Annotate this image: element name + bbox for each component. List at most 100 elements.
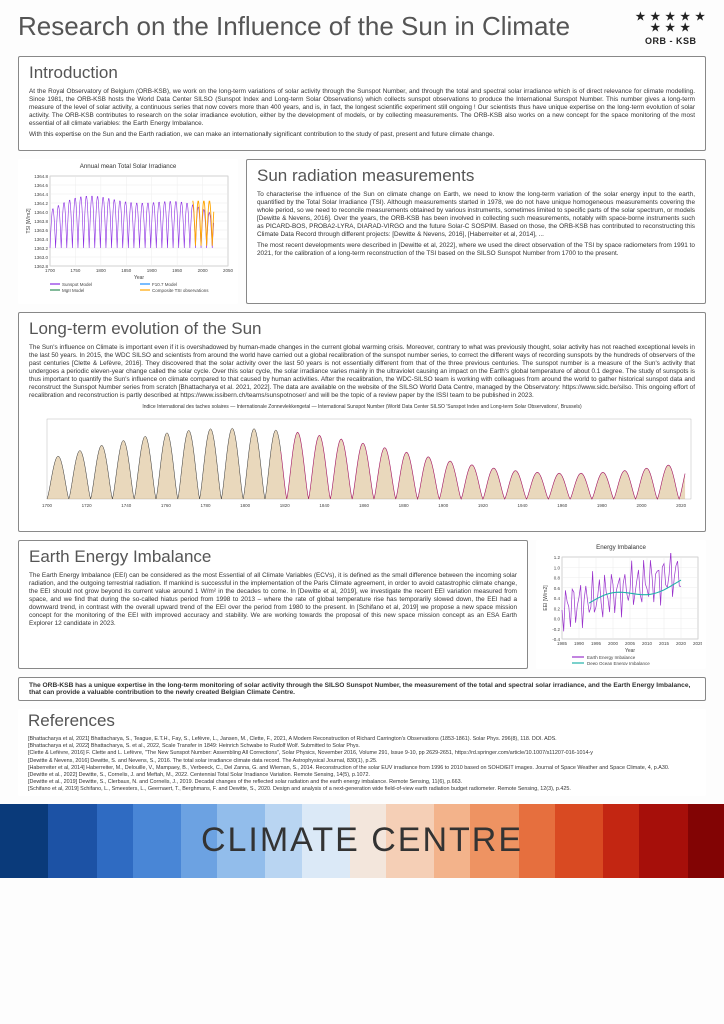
intro-p2: With this expertise on the Sun and the E…	[29, 131, 695, 139]
eei-chart-svg: 198519901995200020052010201520202025-0.4…	[540, 553, 702, 665]
svg-text:2015: 2015	[659, 641, 670, 646]
section-longterm: Long-term evolution of the Sun The Sun's…	[18, 312, 706, 532]
svg-text:1800: 1800	[240, 503, 251, 508]
sunrad-p1: To characterise the influence of the Sun…	[257, 191, 695, 239]
svg-text:1900: 1900	[438, 503, 449, 508]
tsi-chart: Annual mean Total Solar Irradiance 17001…	[18, 159, 238, 304]
eei-chart-title: Energy Imbalance	[540, 544, 702, 551]
svg-text:1363.2: 1363.2	[34, 246, 48, 251]
svg-text:1700: 1700	[42, 503, 53, 508]
svg-text:1800: 1800	[96, 268, 107, 273]
svg-text:1362.8: 1362.8	[34, 264, 48, 269]
svg-text:EEI [W/m2]: EEI [W/m2]	[543, 585, 549, 611]
svg-text:1720: 1720	[82, 503, 93, 508]
intro-p1: At the Royal Observatory of Belgium (ORB…	[29, 88, 695, 128]
tsi-chart-title: Annual mean Total Solar Irradiance	[22, 163, 234, 170]
ref-item: [Haberreiter et al, 2014] Haberreiter, M…	[28, 765, 696, 771]
svg-text:MgII Model: MgII Model	[62, 288, 84, 293]
svg-text:-0.2: -0.2	[552, 627, 560, 632]
svg-text:2010: 2010	[642, 641, 653, 646]
svg-text:0.6: 0.6	[554, 586, 561, 591]
svg-text:F10.7 Model: F10.7 Model	[152, 282, 177, 287]
svg-text:1950: 1950	[172, 268, 183, 273]
svg-text:1364.6: 1364.6	[34, 183, 48, 188]
stars-row-2: ★ ★ ★	[635, 23, 706, 34]
page-title: Research on the Influence of the Sun in …	[18, 12, 570, 41]
svg-text:1920: 1920	[478, 503, 489, 508]
svg-text:Year: Year	[134, 275, 144, 281]
svg-text:2000: 2000	[198, 268, 209, 273]
footer-text: CLIMATE CENTRE	[201, 821, 523, 860]
ref-item: [Dewitte et al., 2022] Dewitte, S., Corn…	[28, 772, 696, 778]
longterm-chart-svg: 1700 1720 1740 1760 1780 1800 1820 1840 1860 1880…	[29, 415, 695, 515]
svg-text:2000: 2000	[636, 503, 647, 508]
section-references: References [Bhattacharya et al, 2021] Bh…	[18, 709, 706, 796]
svg-text:Deep Ocean Energy Imbalance: Deep Ocean Energy Imbalance	[587, 661, 650, 665]
intro-heading: Introduction	[29, 63, 695, 83]
svg-text:1880: 1880	[399, 503, 410, 508]
svg-text:1860: 1860	[359, 503, 370, 508]
svg-text:1820: 1820	[280, 503, 291, 508]
svg-text:1.0: 1.0	[554, 565, 561, 570]
section-eei: Earth Energy Imbalance The Earth Energy …	[18, 540, 528, 669]
refs-list: [Bhattacharya et al, 2021] Bhattacharya,…	[28, 736, 696, 793]
svg-text:2020: 2020	[676, 641, 687, 646]
svg-text:1363.8: 1363.8	[34, 219, 48, 224]
org-logo: ★ ★ ★ ★ ★ ★ ★ ★ ORB - KSB	[635, 12, 706, 46]
svg-text:TSI [W/m2]: TSI [W/m2]	[26, 208, 32, 234]
ref-item: [Schifano et al, 2019] Schifano, L., Sme…	[28, 786, 696, 792]
svg-text:1990: 1990	[574, 641, 585, 646]
svg-text:1750: 1750	[70, 268, 81, 273]
svg-text:Earth Energy Imbalance: Earth Energy Imbalance	[587, 655, 636, 660]
svg-text:2025: 2025	[693, 641, 702, 646]
svg-text:0.8: 0.8	[554, 576, 561, 581]
svg-text:1363.6: 1363.6	[34, 228, 48, 233]
svg-text:1363.4: 1363.4	[34, 237, 48, 242]
ref-item: [Bhattacharya et al, 2021] Bhattacharya,…	[28, 736, 696, 742]
svg-text:0.0: 0.0	[554, 617, 561, 622]
conclusion-text: The ORB-KSB has a unique expertise in th…	[29, 682, 690, 696]
svg-text:1980: 1980	[597, 503, 608, 508]
svg-text:1840: 1840	[319, 503, 330, 508]
svg-text:Composite TSI observations: Composite TSI observations	[152, 288, 209, 293]
svg-text:2020: 2020	[676, 503, 687, 508]
svg-text:1780: 1780	[201, 503, 212, 508]
section-introduction: Introduction At the Royal Observatory of…	[18, 56, 706, 151]
svg-text:1940: 1940	[518, 503, 529, 508]
svg-text:0.2: 0.2	[554, 606, 561, 611]
ref-item: [Dewitte & Nevens, 2016] Dewitte, S. and…	[28, 758, 696, 764]
ref-item: [Bhattacharya et al, 2022] Bhattacharya,…	[28, 743, 696, 749]
svg-text:1960: 1960	[557, 503, 568, 508]
svg-text:1364.2: 1364.2	[34, 201, 48, 206]
eei-chart: Energy Imbalance 19851990199520002005201…	[536, 540, 706, 669]
org-name: ORB - KSB	[635, 36, 706, 46]
svg-text:-0.4: -0.4	[552, 637, 560, 642]
sunrad-p2: The most recent developments were descri…	[257, 242, 695, 258]
longterm-p1: The Sun's influence on Climate is import…	[29, 344, 695, 400]
refs-heading: References	[28, 711, 696, 731]
longterm-heading: Long-term evolution of the Sun	[29, 319, 695, 339]
svg-text:2050: 2050	[223, 268, 234, 273]
ref-item: [Clette & Lefèvre, 2016] F. Clette and L…	[28, 750, 696, 756]
eei-heading: Earth Energy Imbalance	[29, 547, 517, 567]
svg-text:1900: 1900	[147, 268, 158, 273]
longterm-chart-title: Indice International des taches solaires…	[29, 404, 695, 410]
svg-text:Sunspot Model: Sunspot Model	[62, 282, 92, 287]
eei-p1: The Earth Energy Imbalance (EEI) can be …	[29, 572, 517, 628]
tsi-chart-svg: 170017501800185019001950200020501362.813…	[22, 172, 234, 300]
svg-text:1363.0: 1363.0	[34, 255, 48, 260]
svg-text:1740: 1740	[121, 503, 132, 508]
footer-banner: CLIMATE CENTRE	[0, 804, 724, 878]
svg-text:2005: 2005	[625, 641, 636, 646]
header: Research on the Influence of the Sun in …	[18, 12, 706, 46]
section-sun-radiation: Sun radiation measurements To characteri…	[246, 159, 706, 304]
ref-item: [Dewitte et al., 2019] Dewitte, S., Cler…	[28, 779, 696, 785]
svg-text:1364.8: 1364.8	[34, 174, 48, 179]
svg-text:Year: Year	[625, 648, 635, 654]
svg-text:1364.4: 1364.4	[34, 192, 48, 197]
svg-text:0.4: 0.4	[554, 596, 561, 601]
sunrad-heading: Sun radiation measurements	[257, 166, 695, 186]
svg-text:1760: 1760	[161, 503, 172, 508]
svg-text:1850: 1850	[121, 268, 132, 273]
svg-text:1364.0: 1364.0	[34, 210, 48, 215]
